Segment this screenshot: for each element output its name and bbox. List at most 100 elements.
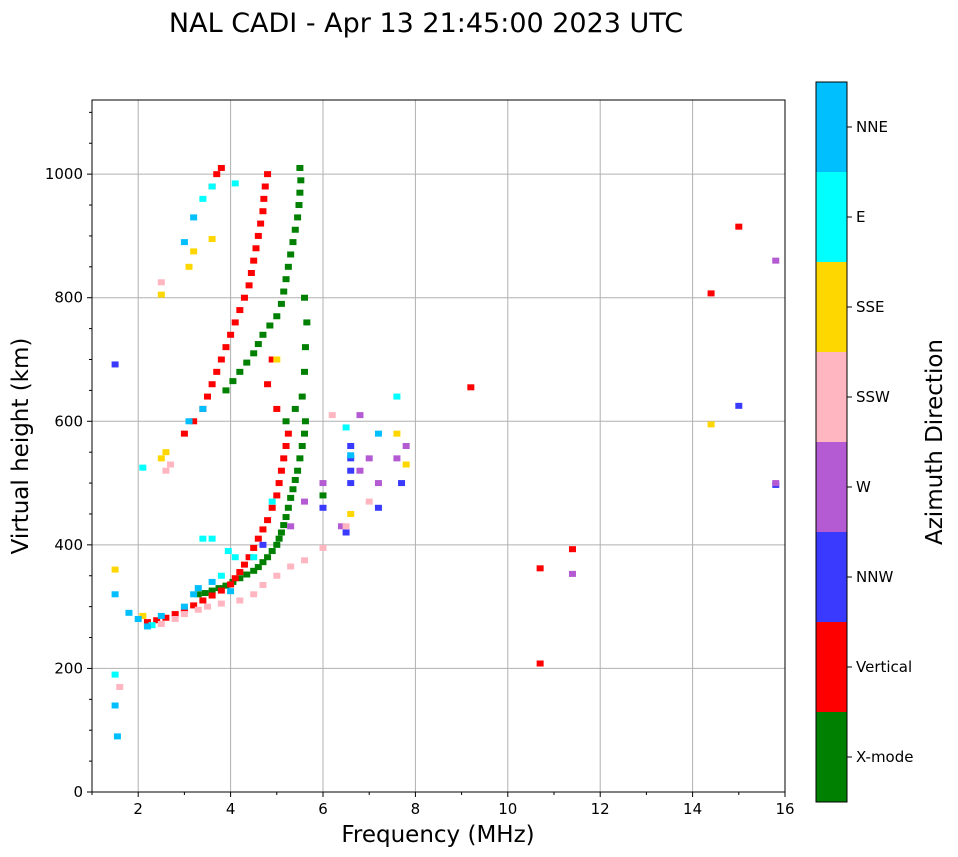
data-point-nne (125, 609, 133, 616)
data-point-x-mode (282, 514, 290, 521)
data-point-vertical (217, 587, 225, 594)
data-point-ssw (157, 620, 165, 627)
data-point-x-mode (319, 492, 327, 499)
data-point-vertical (282, 443, 290, 449)
data-point-vertical (190, 418, 198, 425)
data-point-x-mode (222, 582, 230, 589)
data-point-vertical (247, 270, 255, 276)
data-point-vertical (268, 504, 276, 511)
data-point-x-mode (282, 276, 290, 283)
data-point-e (208, 535, 216, 542)
data-point-w (356, 412, 364, 419)
data-point-nne (180, 239, 188, 246)
data-point-e (342, 424, 350, 431)
data-point-vertical (190, 602, 198, 609)
data-point-nne (157, 612, 165, 619)
data-point-x-mode (259, 559, 267, 566)
data-point-e (111, 671, 119, 678)
data-point-x-mode (287, 494, 295, 501)
data-point-sse (157, 455, 165, 462)
data-point-vertical (204, 393, 211, 400)
x-tick-label: 8 (411, 800, 421, 818)
data-point-x-mode (297, 177, 305, 184)
data-point-vertical (208, 592, 216, 599)
data-point-x-mode (301, 294, 309, 301)
data-point-nne (190, 214, 198, 221)
data-point-w (772, 480, 780, 487)
data-point-x-mode (229, 378, 237, 385)
data-point-x-mode (266, 322, 274, 329)
data-point-vertical (245, 554, 253, 561)
data-point-w (393, 455, 401, 462)
x-tick-label: 16 (775, 800, 794, 818)
data-point-vertical (180, 430, 188, 437)
data-point-nne (111, 591, 119, 598)
data-point-vertical (213, 368, 221, 375)
data-point-ssw (250, 591, 258, 598)
colorbar-segment (816, 352, 847, 442)
plot-frame (91, 99, 786, 793)
colorbar-segment (816, 442, 847, 532)
data-point-x-mode (277, 529, 285, 536)
data-point-x-mode (208, 587, 216, 594)
data-point-vertical (284, 430, 292, 437)
colorbar-segment (816, 262, 847, 352)
data-point-vertical (261, 183, 269, 190)
data-point-w (374, 480, 382, 487)
data-point-e (231, 180, 239, 187)
data-point-vertical (259, 208, 267, 215)
data-point-nnw (735, 402, 743, 409)
colorbar-label: Azimuth Direction (922, 339, 948, 545)
x-tick-label: 2 (133, 800, 143, 818)
data-point-w (319, 480, 327, 487)
data-point-w (287, 523, 295, 530)
data-point-x-mode (243, 571, 251, 578)
data-point-vertical (231, 575, 239, 582)
data-points (111, 164, 780, 740)
data-point-x-mode (294, 214, 302, 221)
data-point-sse (707, 421, 715, 428)
data-point-vertical (236, 307, 244, 314)
data-point-vertical (231, 319, 239, 326)
data-point-vertical (735, 223, 743, 230)
data-point-ssw (167, 461, 175, 468)
data-point-vertical (250, 257, 258, 264)
data-point-x-mode (296, 455, 304, 462)
plot-area: 2 4 6 8 10 12 14 16 0 200 400 600 800 1000 (45, 99, 795, 818)
data-point-e (148, 622, 156, 629)
y-tick-label: 0 (73, 783, 83, 801)
data-point-vertical (275, 480, 283, 487)
data-point-x-mode (282, 418, 290, 425)
data-point-x-mode (291, 226, 299, 233)
data-point-w (356, 467, 364, 474)
data-point-x-mode (289, 486, 297, 493)
data-point-sse (111, 566, 119, 573)
data-point-x-mode (291, 476, 299, 483)
colorbar-segment (816, 172, 847, 262)
colorbar-tick-label: E (856, 208, 865, 226)
data-point-nnw (398, 480, 406, 487)
data-point-vertical (250, 544, 258, 551)
colorbar-segment (816, 532, 847, 622)
data-point-x-mode (287, 251, 295, 258)
data-point-sse (190, 248, 198, 255)
data-point-w (337, 523, 345, 530)
data-point-x-mode (301, 344, 309, 351)
data-point-ssw (259, 582, 267, 589)
data-point-vertical (568, 546, 576, 553)
data-point-nnw (342, 529, 350, 536)
data-point-x-mode (268, 548, 276, 555)
data-point-x-mode (289, 239, 297, 246)
data-point-vertical (254, 232, 262, 239)
data-point-sse (273, 356, 281, 363)
data-point-vertical (707, 290, 715, 297)
data-point-nnw (111, 361, 119, 368)
data-point-vertical (273, 492, 281, 499)
data-point-ssw (162, 467, 170, 474)
x-axis-label: Frequency (MHz) (341, 822, 534, 848)
data-point-vertical (162, 614, 170, 621)
data-point-nne (190, 591, 198, 598)
data-point-ssw (204, 603, 211, 610)
y-tick-label: 200 (54, 659, 83, 677)
